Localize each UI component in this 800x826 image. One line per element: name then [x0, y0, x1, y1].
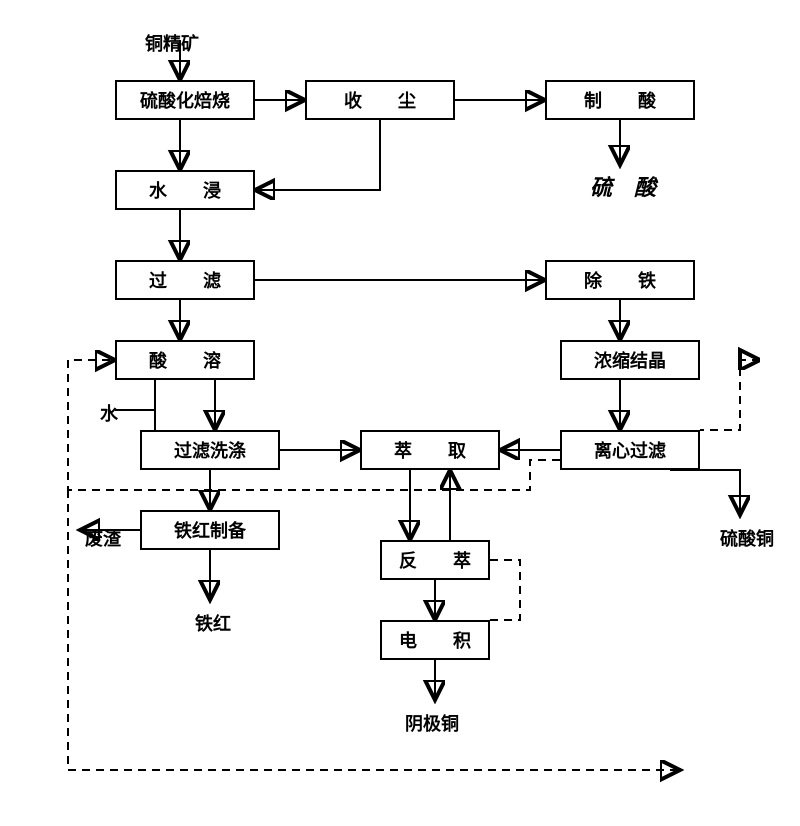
node-n3: 制 酸 [545, 80, 695, 120]
edge-5 [255, 120, 380, 190]
node-n4: 水 浸 [115, 170, 255, 210]
node-n9: 过滤洗涤 [140, 430, 280, 470]
edge-12 [115, 410, 155, 430]
label-water: 水 [100, 400, 118, 426]
edge-26 [490, 560, 520, 620]
label-out_acid: 硫 酸 [590, 170, 656, 202]
node-n8: 浓缩结晶 [560, 340, 700, 380]
label-waste: 废渣 [85, 525, 121, 551]
edge-23 [670, 470, 740, 515]
node-n14: 电 积 [380, 620, 490, 660]
node-n1: 硫酸化焙烧 [115, 80, 255, 120]
node-n13: 反 萃 [380, 540, 490, 580]
node-n5: 过 滤 [115, 260, 255, 300]
node-n10: 萃 取 [360, 430, 500, 470]
node-n11: 离心过滤 [560, 430, 700, 470]
edge-24 [700, 360, 760, 430]
label-out_cu: 阴极铜 [405, 710, 459, 736]
label-out_fe: 铁红 [195, 610, 231, 636]
node-n2: 收 尘 [305, 80, 455, 120]
node-n6: 除 铁 [545, 260, 695, 300]
label-out_cus: 硫酸铜 [720, 525, 774, 551]
node-n12: 铁红制备 [140, 510, 280, 550]
label-input: 铜精矿 [145, 30, 199, 56]
node-n7: 酸 溶 [115, 340, 255, 380]
